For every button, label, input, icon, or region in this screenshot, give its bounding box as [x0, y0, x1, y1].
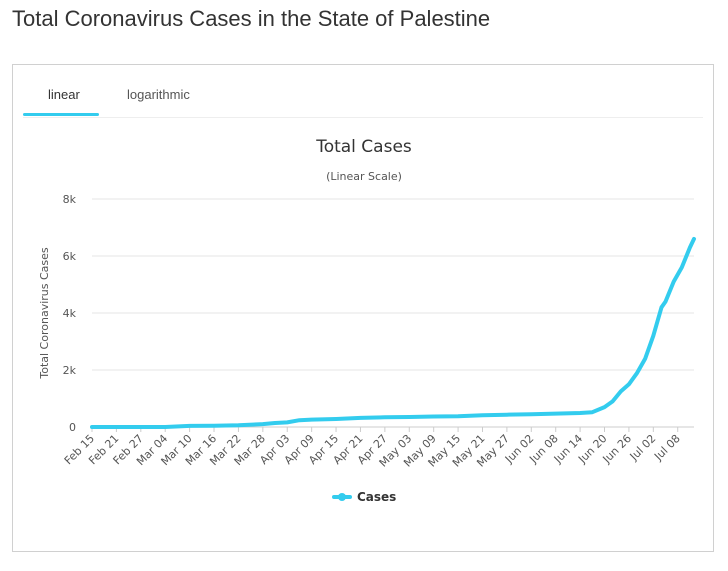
active-tab-indicator [23, 113, 99, 116]
legend-label-cases[interactable]: Cases [357, 490, 396, 504]
chart-card: linear logarithmic [12, 64, 714, 552]
x-tick-label: Jul 02 [627, 432, 659, 464]
tab-logarithmic[interactable]: logarithmic [127, 87, 190, 102]
series-layer [90, 236, 696, 429]
series-line-cases[interactable] [90, 236, 696, 429]
y-axis-label: Total Coronavirus Cases [38, 247, 51, 380]
y-tick-label: 8k [63, 193, 77, 206]
legend-marker-icon [338, 493, 346, 501]
legend[interactable]: Cases [332, 490, 396, 504]
scale-tabs: linear logarithmic [23, 79, 703, 118]
gridlines [92, 198, 694, 428]
tab-linear[interactable]: linear [48, 87, 80, 102]
chart-title: Total Cases [315, 137, 412, 157]
x-tick-label: Jul 08 [651, 432, 683, 464]
y-tick-labels: 0 2k 4k 6k 8k [63, 193, 77, 434]
y-tick-label: 6k [63, 250, 77, 263]
y-tick-label: 4k [63, 307, 77, 320]
y-tick-label: 0 [69, 421, 76, 434]
chart-subtitle: (Linear Scale) [326, 170, 402, 183]
y-tick-label: 2k [63, 364, 77, 377]
page-title: Total Coronavirus Cases in the State of … [12, 6, 491, 31]
